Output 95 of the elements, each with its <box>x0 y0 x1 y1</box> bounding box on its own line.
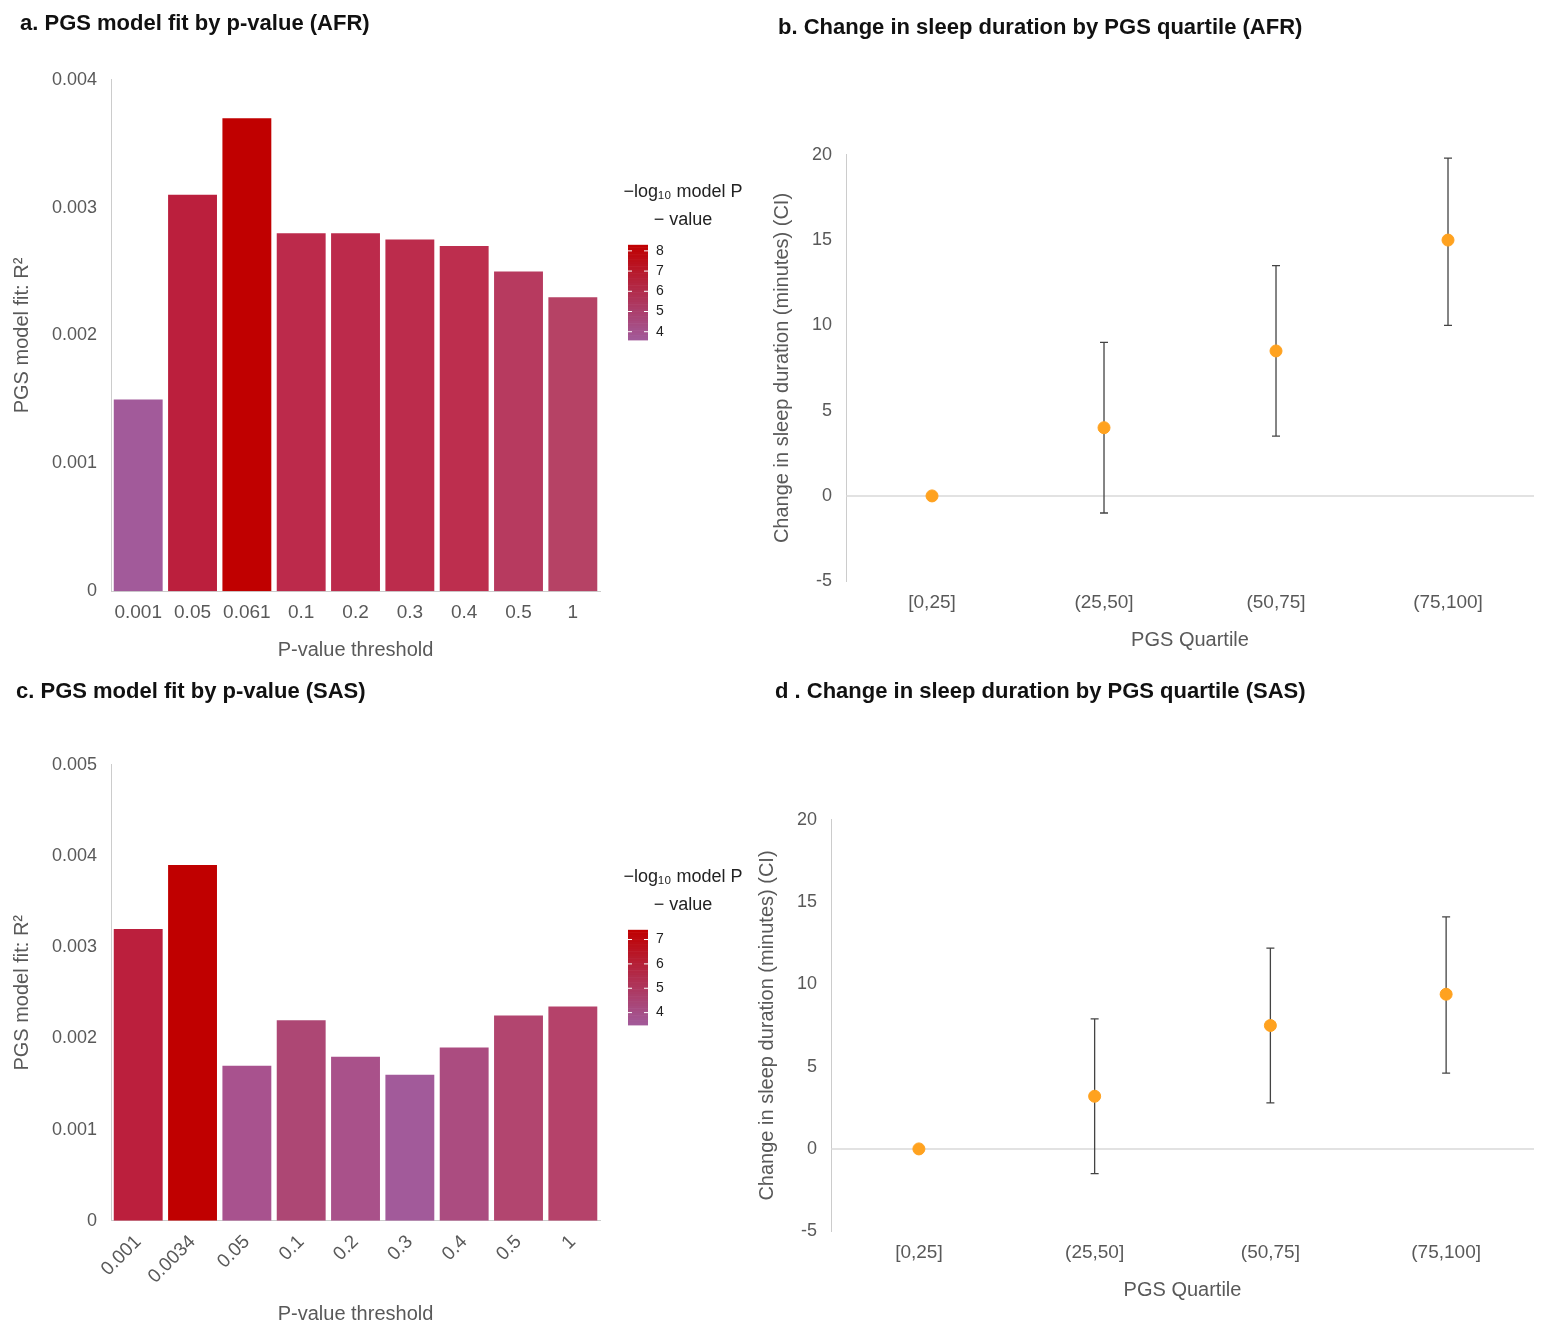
x-axis-title: P-value threshold <box>277 1301 434 1324</box>
point <box>1088 1089 1102 1103</box>
y-axis-title: Change in sleep duration (minutes) (CI) <box>754 850 777 1201</box>
x-tick-label: 0.5 <box>491 1230 526 1265</box>
bar <box>439 246 489 592</box>
y-tick-label: 20 <box>811 143 833 164</box>
bar <box>439 1047 489 1221</box>
x-tick-label: (25,50] <box>1074 590 1134 612</box>
y-tick-label: 0 <box>807 1137 818 1158</box>
bar <box>494 271 543 592</box>
bar <box>548 297 598 592</box>
x-tick-label: (50,75] <box>1240 1240 1300 1262</box>
x-tick-label: (50,75] <box>1246 590 1306 612</box>
chart-title: d . Change in sleep duration by PGS quartile (SAS) <box>775 678 1306 704</box>
x-tick-label: 0.4 <box>450 600 478 622</box>
color-bar-label: 6 <box>656 954 664 971</box>
bar <box>113 399 163 592</box>
bar <box>548 1006 598 1221</box>
color-bar-label: 7 <box>656 261 664 278</box>
y-tick-label: 20 <box>796 808 818 829</box>
point <box>1441 233 1455 247</box>
color-bar-label: 8 <box>656 241 664 258</box>
x-tick-label: (75,100] <box>1413 590 1483 612</box>
chart-title: b. Change in sleep duration by PGS quartile (AFR) <box>778 14 1303 40</box>
x-axis-title: PGS Quartile <box>1131 627 1249 650</box>
y-tick-label: -5 <box>816 570 833 591</box>
bar <box>222 118 272 592</box>
point <box>1263 1019 1277 1032</box>
y-tick-label: 0.002 <box>52 324 98 345</box>
point <box>925 489 939 503</box>
x-tick-label: (25,50] <box>1065 1240 1125 1262</box>
x-tick-label: 0.001 <box>114 600 162 622</box>
y-tick-label: 0.003 <box>52 936 98 957</box>
x-tick-label: 0.3 <box>382 1230 417 1265</box>
point <box>1269 344 1283 358</box>
color-bar-label: 6 <box>656 282 664 299</box>
bar <box>168 865 217 1221</box>
point <box>912 1142 926 1156</box>
y-axis-title: Change in sleep duration (minutes) (CI) <box>769 192 792 544</box>
x-tick-label: 1 <box>557 1230 580 1253</box>
bar <box>385 239 435 592</box>
y-tick-label: 0 <box>822 484 833 505</box>
color-bar-label: 4 <box>656 1003 664 1020</box>
y-tick-label: 0.004 <box>52 844 98 865</box>
bar <box>276 233 326 592</box>
y-tick-label: 0.002 <box>52 1027 98 1048</box>
bar <box>113 928 163 1221</box>
color-bar-label: 4 <box>656 322 664 339</box>
x-tick-label: [0,25] <box>908 590 956 612</box>
y-tick-label: -5 <box>801 1220 818 1241</box>
y-tick-label: 0.003 <box>52 196 98 217</box>
color-bar-label: 5 <box>656 979 664 996</box>
color-bar-title: −log₁₀ model P − value <box>623 180 743 229</box>
bar <box>222 1065 272 1221</box>
bar <box>331 1056 380 1221</box>
bar <box>331 233 380 592</box>
x-tick-label: 1 <box>567 600 579 622</box>
x-axis-title: P-value threshold <box>277 637 434 660</box>
bar <box>276 1020 326 1221</box>
y-tick-label: 0.005 <box>52 753 98 774</box>
point <box>1439 987 1453 1001</box>
bar <box>168 194 217 592</box>
y-tick-label: 15 <box>796 891 818 912</box>
x-tick-label: 0.1 <box>287 600 315 622</box>
y-axis-title: PGS model fit: R² <box>9 257 32 414</box>
color-bar-label: 5 <box>656 302 664 319</box>
x-tick-label: 0.5 <box>505 600 532 622</box>
y-axis-title: PGS model fit: R² <box>9 914 32 1071</box>
bar <box>385 1074 435 1221</box>
x-tick-label: 0.05 <box>174 600 212 622</box>
point <box>1097 421 1111 435</box>
chart-title: a. PGS model fit by p-value (AFR) <box>20 10 370 36</box>
y-tick-label: 0.001 <box>52 1118 98 1139</box>
x-tick-label: 0.2 <box>342 600 369 622</box>
x-tick-label: 0.061 <box>223 600 271 622</box>
y-tick-label: 0 <box>87 1209 98 1230</box>
x-tick-label: 0.2 <box>328 1230 363 1265</box>
color-bar-label: 7 <box>656 930 664 947</box>
x-tick-label: [0,25] <box>895 1240 943 1262</box>
x-axis-title: PGS Quartile <box>1123 1277 1242 1300</box>
y-tick-label: 15 <box>811 229 833 250</box>
x-tick-label: 0.1 <box>274 1230 308 1265</box>
x-tick-label: 0.4 <box>437 1230 472 1265</box>
y-tick-label: 0.004 <box>52 68 98 89</box>
y-tick-label: 5 <box>822 399 833 420</box>
bar <box>494 1015 543 1221</box>
y-tick-label: 0 <box>87 580 98 601</box>
x-tick-label: 0.3 <box>396 600 424 622</box>
y-tick-label: 10 <box>811 314 833 335</box>
chart-title: c. PGS model fit by p-value (SAS) <box>16 678 366 704</box>
x-tick-label: (75,100] <box>1411 1240 1481 1262</box>
color-bar-title: −log₁₀ model P − value <box>623 865 743 914</box>
y-tick-label: 0.001 <box>52 452 98 473</box>
y-tick-label: 10 <box>796 973 818 994</box>
y-tick-label: 5 <box>807 1055 818 1076</box>
